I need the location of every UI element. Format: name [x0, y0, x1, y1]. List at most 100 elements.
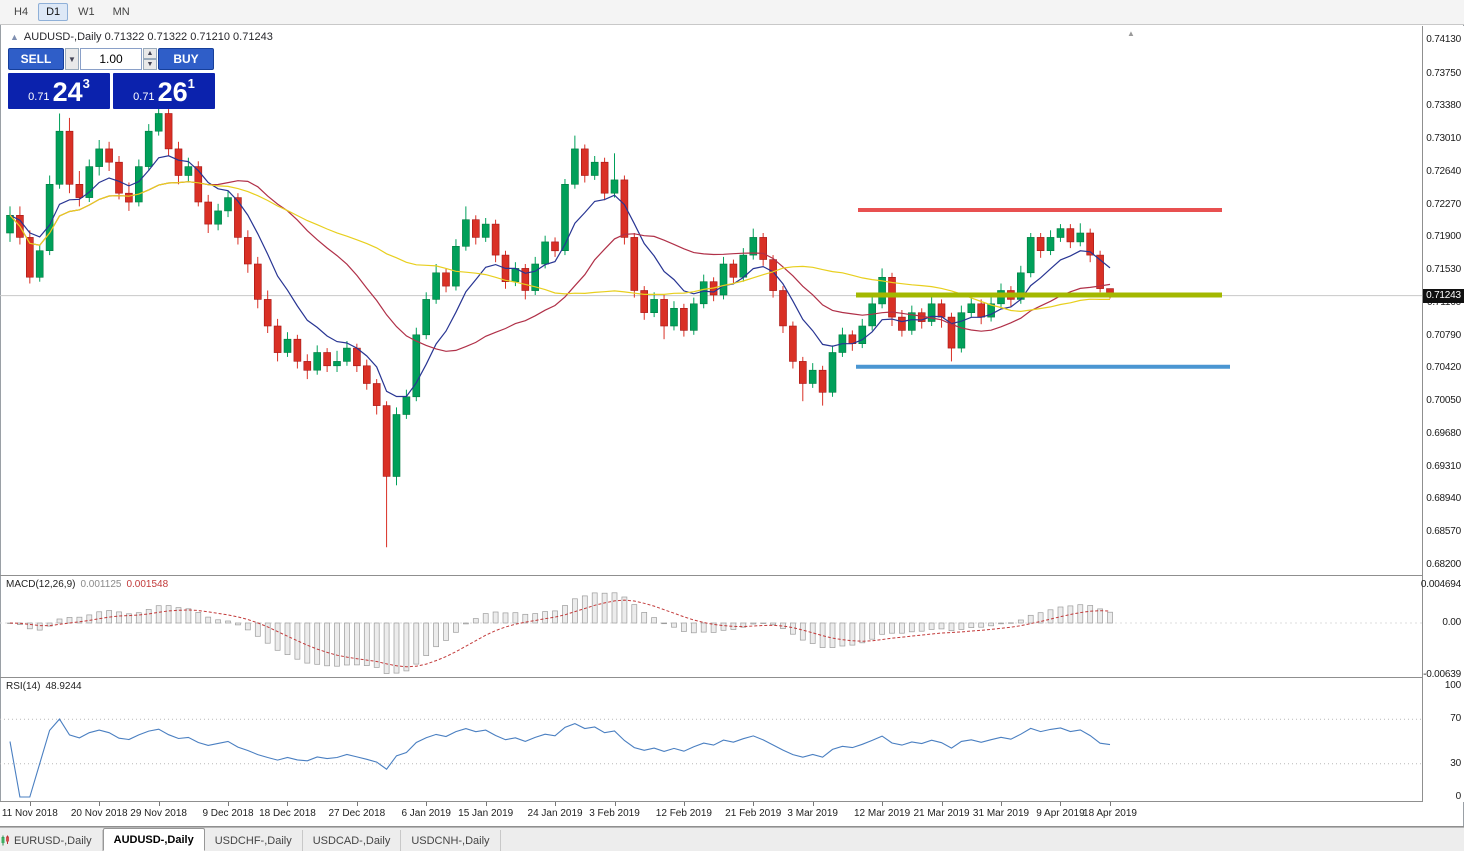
- date-label: 12 Mar 2019: [854, 808, 911, 819]
- date-axis[interactable]: 11 Nov 2018 20 Nov 2018 29 Nov 2018 9 Dec 2…: [0, 802, 1422, 826]
- date-tick: [158, 802, 160, 806]
- macd-panel-canvas[interactable]: [0, 576, 1422, 677]
- macd-scale-label: 0.004694: [1420, 578, 1461, 590]
- chart-tab-eurusd[interactable]: EURUSD-,Daily: [1, 830, 103, 851]
- timeframe-button-h4[interactable]: H4: [14, 6, 29, 18]
- chart-info-text: AUDUSD-,Daily 0.71322 0.71322 0.71210 0.…: [23, 31, 273, 43]
- sell-price-big: 24: [52, 77, 83, 108]
- chart-info-line: ▲ AUDUSD-,Daily 0.71322 0.71322 0.71210 …: [10, 31, 273, 43]
- price-scale-border: [1422, 26, 1423, 802]
- date-label: 21 Feb 2019: [725, 808, 782, 819]
- date-tick: [1110, 802, 1111, 806]
- date-label: 21 Mar 2019: [913, 808, 970, 819]
- date-tick: [1060, 802, 1062, 806]
- date-label: 20 Nov 2018: [70, 808, 128, 819]
- chart-tab-usdcad[interactable]: USDCAD-,Daily: [1, 830, 402, 851]
- date-label: 18 Apr 2019: [1083, 808, 1137, 819]
- date-tick: [356, 802, 358, 806]
- candles-layer: [6, 104, 1114, 548]
- date-label: 29 Nov 2018: [130, 808, 187, 819]
- date-label: 3 Feb 2019: [589, 808, 640, 819]
- chart-tab-icon: [1, 836, 9, 845]
- buy-button[interactable]: BUY: [158, 48, 214, 70]
- date-tick: [287, 802, 289, 806]
- price-scale-label: 0.70050: [1426, 395, 1461, 407]
- rsi-line: [9, 718, 1111, 798]
- date-tick: [683, 802, 685, 806]
- panel-separator[interactable]: [0, 677, 1422, 678]
- date-tick: [426, 802, 428, 806]
- buy-price-big: 26: [157, 77, 188, 108]
- timeframe-toolbar: H4 D1 W1 MN: [0, 0, 1464, 25]
- sell-price-display[interactable]: 0.71 24 3: [8, 73, 110, 109]
- chart-tab-label: EURUSD-,Daily: [14, 834, 92, 847]
- price-scale-label: 0.74130: [1426, 34, 1461, 45]
- date-label: 9 Dec 2018: [202, 808, 254, 819]
- date-label: 15 Jan 2019: [458, 808, 514, 819]
- price-scale-label: 0.68570: [1426, 526, 1461, 538]
- price-scale-label: 0.68200: [1426, 559, 1461, 570]
- price-scale-label: 0.70420: [1426, 362, 1461, 374]
- current-price-badge: 0.71243: [1423, 288, 1464, 303]
- date-label: 11 Nov 2018: [1, 808, 58, 819]
- sell-button[interactable]: SELL: [8, 48, 64, 70]
- chart-tab-label: USDCAD-,Daily: [312, 834, 391, 847]
- sell-price-small: 0.71: [28, 91, 50, 103]
- date-label: 18 Dec 2018: [259, 808, 316, 819]
- rsi-panel-canvas[interactable]: [0, 678, 1422, 801]
- date-tick: [99, 802, 101, 806]
- price-scale-label: 0.68940: [1426, 493, 1461, 505]
- sell-price-sup: 3: [82, 76, 90, 91]
- chart-tab-bar: EURUSD-,Daily AUDUSD-,Daily USDCHF-,Daily U…: [0, 827, 1464, 851]
- chart-tab-label: AUDUSD-,Daily: [113, 833, 194, 846]
- chart-tab-usdchf[interactable]: USDCHF-,Daily: [1, 830, 303, 851]
- timeframe-button-w1[interactable]: W1: [78, 6, 95, 18]
- date-tick: [812, 802, 814, 806]
- timeframe-button-mn[interactable]: MN: [112, 6, 130, 18]
- date-label: 27 Dec 2018: [328, 808, 386, 819]
- price-scale-label: 0.70790: [1426, 329, 1461, 341]
- volume-spinner: ▲ ▼: [143, 48, 157, 70]
- price-scale-label: 0.73750: [1426, 67, 1461, 79]
- one-click-collapse-icon[interactable]: ▲: [10, 32, 19, 42]
- rsi-scale-label: 100: [1444, 680, 1461, 691]
- price-scale[interactable]: 0.74130 0.73750 0.73380 0.73010 0.72640 0.722…: [1420, 26, 1464, 802]
- volume-input[interactable]: [80, 48, 142, 70]
- chart-tab-audusd[interactable]: AUDUSD-,Daily: [1, 828, 205, 851]
- macd-label: MACD(12,26,9) 0.001125 0.001548: [6, 579, 169, 590]
- date-tick: [555, 802, 557, 806]
- buy-price-display[interactable]: 0.71 26 1: [113, 73, 215, 109]
- ma-fast-blue: [9, 155, 1111, 398]
- timeframe-button-d1[interactable]: D1: [38, 3, 69, 21]
- macd-scale-label: -0.00639: [1423, 669, 1461, 681]
- date-label: 3 Mar 2019: [787, 808, 838, 819]
- price-scale-label: 0.72640: [1426, 165, 1461, 177]
- panel-separator[interactable]: [0, 575, 1422, 576]
- ma-slow-yellow: [9, 181, 1110, 313]
- date-label: 31 Mar 2019: [972, 808, 1030, 819]
- buy-price-sup: 1: [187, 76, 195, 91]
- date-tick: [614, 802, 616, 806]
- macd-signal-line: [9, 599, 1111, 668]
- price-scale-label: 0.69310: [1426, 460, 1461, 472]
- date-tick: [753, 802, 755, 806]
- axis-separator: [0, 826, 1464, 827]
- spin-down-icon[interactable]: ▼: [143, 59, 157, 70]
- rsi-scale-label: 0: [1455, 791, 1462, 802]
- chart-tab-label: USDCNH-,Daily: [411, 834, 490, 847]
- price-scale-label: 0.73010: [1426, 133, 1461, 145]
- date-tick: [485, 802, 487, 806]
- date-tick: [882, 802, 884, 806]
- rsi-scale-label: 30: [1450, 757, 1461, 769]
- buy-price-small: 0.71: [133, 91, 155, 103]
- price-scale-label: 0.73380: [1426, 100, 1461, 112]
- date-label: 24 Jan 2019: [527, 808, 583, 819]
- date-tick: [29, 802, 31, 806]
- date-label: 9 Apr 2019: [1036, 808, 1085, 819]
- volume-dropdown-icon[interactable]: ▼: [65, 48, 79, 70]
- spin-up-icon[interactable]: ▲: [143, 48, 157, 59]
- chart-tab-usdcnh[interactable]: USDCNH-,Daily: [1, 830, 501, 851]
- panel-separator: [0, 801, 1422, 802]
- main-chart-canvas[interactable]: [0, 26, 1422, 575]
- price-scale-label: 0.71900: [1426, 231, 1461, 243]
